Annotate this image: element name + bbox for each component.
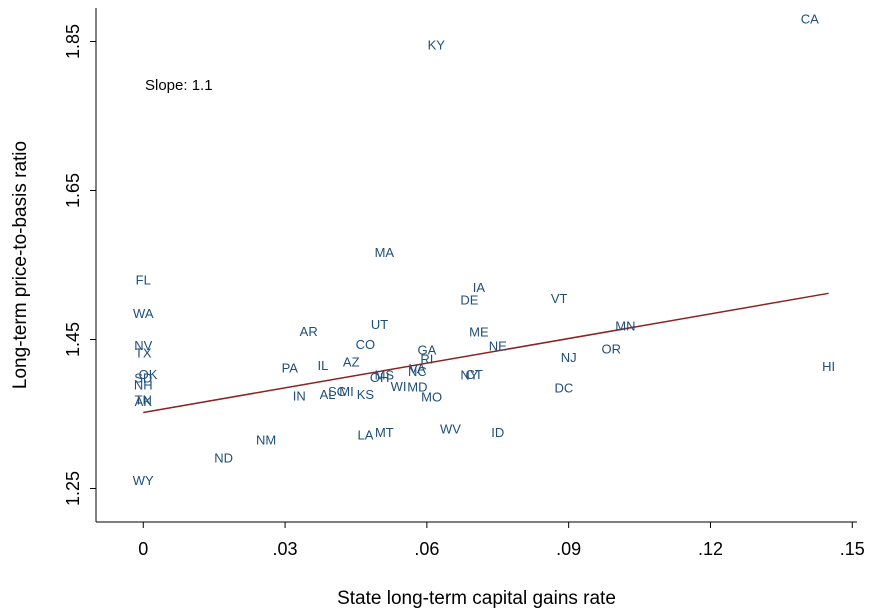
point-label-ms: MS	[375, 368, 395, 383]
y-tick-label: 1.65	[63, 173, 83, 208]
point-label-ne: NE	[489, 339, 507, 354]
point-label-nc: NC	[408, 364, 427, 379]
point-label-ma: MA	[375, 245, 395, 260]
point-label-ar: AR	[300, 324, 318, 339]
point-label-al: AL	[320, 387, 336, 402]
axes: 1.25 1.45 1.65 1.85 0 .03 .06 .09 .12 .15	[63, 8, 865, 559]
point-label-nj: NJ	[561, 350, 577, 365]
fit-line	[143, 292, 829, 414]
point-label-sc: SC	[328, 384, 346, 399]
point-label-ks: KS	[357, 387, 375, 402]
point-label-nh: NH	[134, 377, 153, 392]
point-label-in: IN	[293, 389, 306, 404]
point-label-va: VA	[409, 361, 426, 376]
x-tick-label: .15	[840, 539, 865, 559]
point-label-la: LA	[357, 427, 373, 442]
point-label-id: ID	[491, 425, 504, 440]
point-label-fl: FL	[136, 272, 151, 287]
point-label-tx: TX	[135, 345, 152, 360]
point-label-ri: RI	[420, 351, 433, 366]
point-label-sd: SD	[134, 371, 152, 386]
point-label-dc: DC	[555, 380, 574, 395]
point-label-nd: ND	[214, 450, 233, 465]
point-label-ia: IA	[473, 280, 486, 295]
x-tick-label: 0	[138, 539, 148, 559]
y-tick-label: 1.45	[63, 322, 83, 357]
x-tick-label: .03	[273, 539, 298, 559]
y-tick-label: 1.25	[63, 471, 83, 506]
point-label-oh: OH	[370, 370, 390, 385]
y-tick-label: 1.85	[63, 24, 83, 59]
point-label-wv: WV	[440, 421, 461, 436]
point-label-mo: MO	[421, 389, 442, 404]
point-label-me: ME	[469, 325, 489, 340]
point-label-tn: TN	[135, 392, 152, 407]
point-label-co: CO	[356, 337, 376, 352]
x-axis-ticks: 0 .03 .06 .09 .12 .15	[138, 522, 865, 559]
point-label-mi: MI	[339, 384, 353, 399]
point-label-ok: OK	[139, 367, 158, 382]
point-label-il: IL	[317, 358, 328, 373]
point-label-nm: NM	[256, 433, 276, 448]
point-label-hi: HI	[822, 359, 835, 374]
point-label-md: MD	[407, 380, 427, 395]
point-label-de: DE	[460, 293, 478, 308]
point-label-mt: MT	[375, 425, 394, 440]
y-axis-title: Long-term price-to-basis ratio	[10, 141, 31, 389]
point-label-or: OR	[601, 342, 621, 357]
point-label-mn: MN	[615, 319, 635, 334]
point-label-az: AZ	[343, 354, 360, 369]
y-axis-ticks: 1.25 1.45 1.65 1.85	[63, 24, 96, 506]
point-label-ga: GA	[417, 342, 436, 357]
point-label-wa: WA	[133, 306, 154, 321]
slope-annotation: Slope: 1.1	[145, 77, 213, 94]
x-tick-label: .12	[698, 539, 723, 559]
point-label-pa: PA	[282, 360, 299, 375]
point-label-ct: CT	[465, 367, 482, 382]
point-label-ak: AK	[135, 394, 153, 409]
x-axis-title: State long-term capital gains rate	[337, 588, 616, 609]
point-label-vt: VT	[551, 291, 568, 306]
point-label-ut: UT	[371, 317, 388, 332]
point-label-wy: WY	[133, 473, 154, 488]
point-label-wi: WI	[391, 379, 407, 394]
point-label-nv: NV	[134, 338, 152, 353]
point-label-ny: NY	[460, 368, 478, 383]
point-label-ca: CA	[801, 12, 819, 27]
x-tick-label: .09	[556, 539, 581, 559]
x-tick-label: .06	[414, 539, 439, 559]
point-label-ky: KY	[428, 38, 446, 53]
